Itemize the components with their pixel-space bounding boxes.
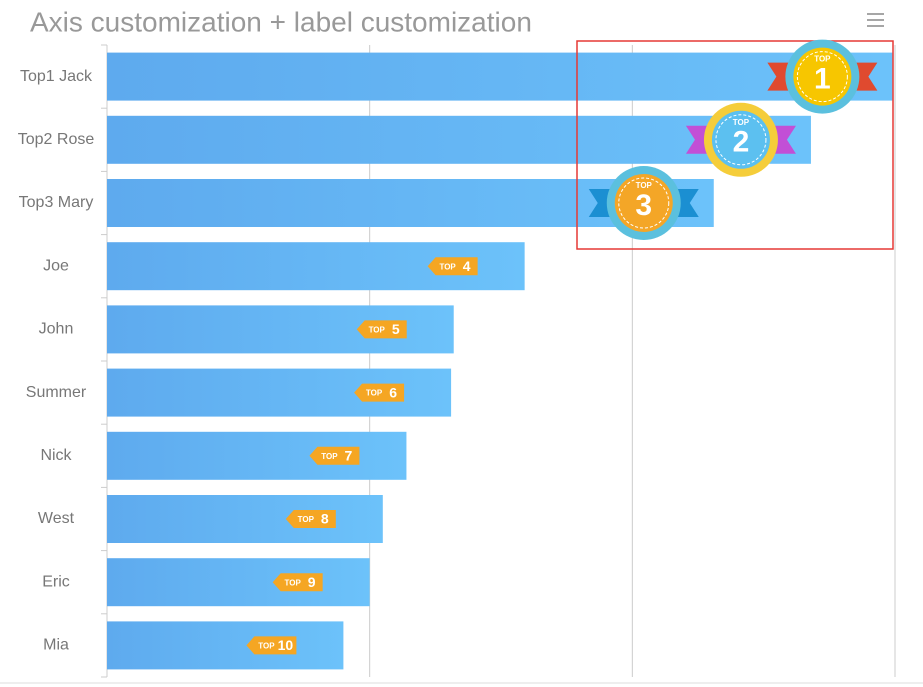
badge-tag: TOP [258,642,275,651]
badge-dash [715,114,767,166]
highlight-box [576,40,894,250]
badge-dash [796,51,848,103]
badge-number: 3 [635,189,652,222]
rank-badge: TOP 5 [356,320,407,339]
badge-tag: TOP [321,452,338,461]
badge-number: 5 [392,321,400,337]
badge-number: 9 [308,574,316,590]
badge-core [793,47,852,106]
badge-number: 4 [463,258,471,274]
badge-number: 7 [345,448,353,464]
y-tick-label: Top3 Mary [19,194,94,211]
y-tick-label: Mia [43,637,69,654]
badge-tag: TOP [369,326,386,335]
badge-number: 6 [389,384,397,400]
bar [107,52,893,101]
badge-tag-shape [356,320,407,339]
bar [107,431,407,480]
badge-tag-shape [246,636,297,655]
badge-core [614,174,673,232]
y-tick-label: Summer [26,384,87,401]
chart-title: Axis customization + label customization [30,6,532,37]
rank-badge: TOP 6 [354,383,405,402]
badge-tag-shape [272,573,323,592]
badge-tag: TOP [636,181,653,190]
y-tick-label: John [39,321,74,338]
menu-button[interactable] [867,13,884,27]
badge-tag-shape [309,446,360,465]
badge-dash [618,177,670,229]
badge-tag: TOP [366,389,383,398]
rank-badge: TOP 7 [309,446,360,465]
y-tick-label: Nick [40,447,72,464]
badge-number: 2 [733,126,750,159]
badge-tag: TOP [814,55,831,64]
badge-number: 8 [321,511,329,527]
badge-tag: TOP [439,262,456,271]
y-tick-label: Top1 Jack [20,68,93,85]
bar [107,495,383,543]
badge-tag-shape [427,257,478,276]
rank-badge: TOP 9 [272,573,323,592]
badge-tag: TOP [285,578,302,587]
rank-badge: TOP 10 [246,636,297,655]
rank-badge: TOP 4 [427,257,478,276]
bar [107,115,811,164]
badge-number: 10 [278,637,294,653]
badge-tag: TOP [733,118,750,127]
y-tick-label: Top2 Rose [18,131,95,148]
badge-core [711,110,770,169]
badge-tag: TOP [298,515,315,524]
rank-badge: TOP 8 [285,510,336,528]
badge-tag-shape [354,383,405,402]
y-tick-label: West [38,510,75,527]
y-tick-label: Eric [42,573,70,590]
badge-number: 1 [814,63,831,96]
bar [107,621,344,670]
y-tick-label: Joe [43,257,69,274]
badge-tag-shape [285,510,336,528]
bar [107,558,370,607]
